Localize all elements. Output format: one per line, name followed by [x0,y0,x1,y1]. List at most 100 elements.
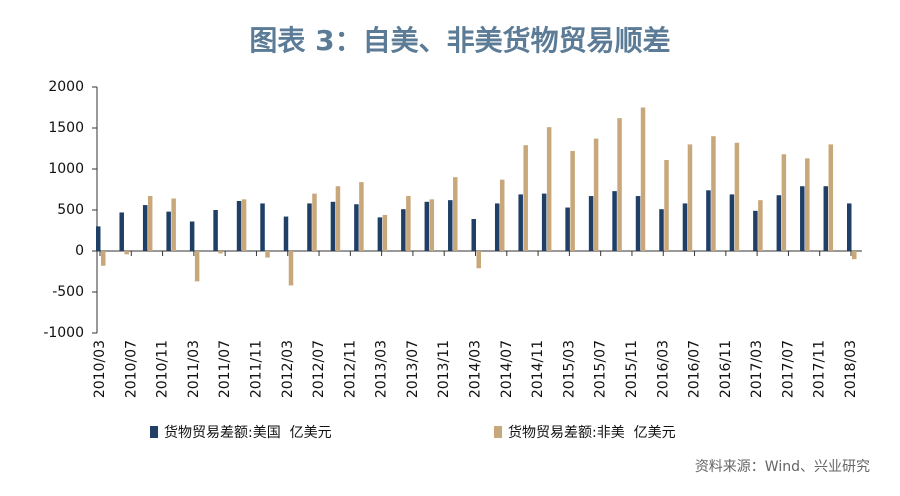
bar [448,200,453,251]
bar [265,251,270,258]
bar [194,251,200,282]
source-note: 资料来源：Wind、兴业研究 [695,459,870,475]
bar [682,203,688,251]
bar [476,251,481,269]
bar [166,211,171,251]
x-tick-label: 2012/03 [280,340,296,398]
bar [171,198,176,251]
bar [758,200,763,251]
bar [776,195,782,251]
bar [617,118,622,251]
bar [565,207,570,251]
bar [499,179,505,251]
bar [706,190,711,251]
y-tick-label: -1000 [43,325,84,341]
bar [401,209,406,251]
x-tick-label: 2010/11 [155,340,171,398]
bar [828,144,834,251]
bar [382,214,388,251]
bar [847,203,852,251]
x-tick-label: 2013/07 [405,340,421,398]
x-tick-label: 2015/03 [561,340,577,398]
bar [330,201,336,251]
bar [406,196,411,251]
x-tick-label: 2011/11 [248,340,264,398]
bar [659,209,664,251]
y-tick-label: 1000 [48,161,84,177]
bar [640,107,646,251]
x-tick-label: 2012/07 [311,340,327,398]
bar [588,196,594,251]
bar [424,201,430,251]
bar [664,159,669,251]
bar [734,142,740,251]
x-tick-label: 2010/03 [92,340,108,398]
x-tick-label: 2015/07 [593,340,609,398]
x-tick-label: 2015/11 [624,340,640,398]
bar [213,210,218,251]
bar [124,251,129,255]
x-tick-label: 2011/03 [186,340,202,398]
x-tick-label: 2011/07 [217,340,233,398]
bar [189,221,195,251]
bar [635,196,641,251]
bar [800,186,805,251]
bar [96,226,101,251]
bar [312,193,317,251]
bar [593,138,599,251]
bar [359,182,364,251]
bar [260,203,265,251]
x-tick-label: 2017/03 [749,340,765,398]
y-tick-label: 500 [57,202,84,218]
bar [570,150,575,251]
x-tick-label: 2018/03 [843,340,859,398]
x-tick-label: 2016/07 [687,340,703,398]
bar [711,136,716,251]
x-tick-label: 2013/11 [436,340,452,398]
bar [729,194,735,251]
bar [377,217,383,251]
x-tick-label: 2016/03 [655,340,671,398]
y-tick-label: -500 [52,284,84,300]
bar [307,203,312,251]
bar [612,191,617,251]
x-tick-label: 2013/03 [374,340,390,398]
bar [541,193,547,251]
bar [781,154,787,251]
bar [546,127,552,251]
y-tick-label: 1500 [48,120,84,136]
legend-label: 货物贸易差额:非美 亿美元 [508,424,676,441]
y-tick-label: 2000 [48,79,84,95]
x-tick-label: 2017/07 [780,340,796,398]
bar [805,158,810,251]
bar [429,199,435,251]
x-tick-label: 2014/07 [499,340,515,398]
x-tick-label: 2017/11 [812,340,828,398]
chart-title: 图表 3：自美、非美货物贸易顺差 [249,24,670,57]
y-tick-label: 0 [75,243,84,259]
bar [288,251,294,286]
legend-label: 货物贸易差额:美国 亿美元 [164,424,332,441]
bar [218,251,223,254]
bar [823,186,829,251]
bar [119,212,124,251]
x-tick-label: 2014/11 [530,340,546,398]
bar [518,194,523,251]
bar [236,200,242,251]
legend-swatch [150,426,158,438]
bar [852,251,857,260]
bar [335,186,341,251]
x-tick-label: 2010/07 [123,340,139,398]
bar [753,210,758,251]
bar [471,219,476,251]
bar [142,205,148,251]
bar [241,199,247,251]
bar [523,145,528,251]
bar [687,144,693,251]
bar [147,196,153,251]
x-tick-label: 2014/03 [468,340,484,398]
bar [354,204,359,251]
x-tick-label: 2016/11 [718,340,734,398]
bar [494,203,500,251]
